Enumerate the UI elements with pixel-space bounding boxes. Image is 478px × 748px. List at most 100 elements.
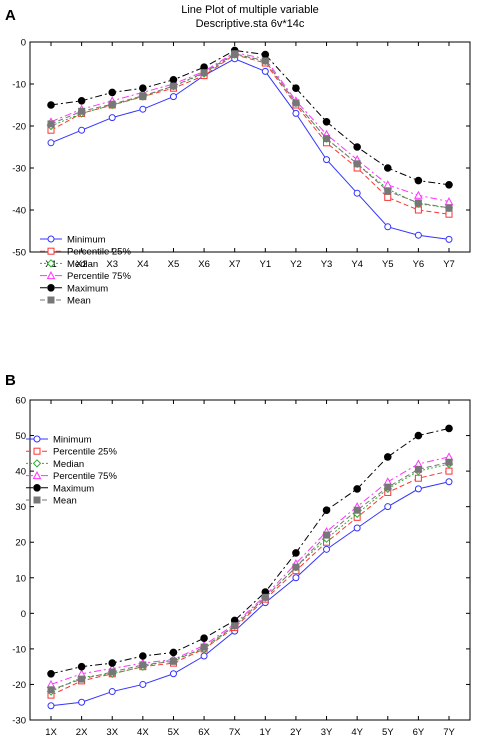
x-tick-label: X6 [198, 259, 210, 270]
y-tick-label: 20 [15, 538, 26, 549]
data-point [445, 424, 453, 433]
legend-marker [33, 447, 41, 455]
data-point [353, 485, 361, 493]
y-tick-label: -30 [12, 164, 26, 175]
data-point [323, 531, 331, 539]
data-point [108, 114, 116, 122]
data-point [108, 688, 116, 696]
data-point [445, 478, 453, 486]
x-tick-label: 6X [198, 727, 210, 738]
series-mean [47, 458, 453, 694]
series-line [50, 54, 450, 209]
data-point [139, 661, 147, 669]
x-tick-label: 4X [137, 727, 149, 738]
data-point [414, 431, 423, 440]
x-tick-label: X5 [168, 259, 180, 270]
data-point [108, 668, 116, 676]
data-point [353, 189, 361, 197]
x-tick-label: 5X [168, 727, 180, 738]
x-tick-label: 7Y [443, 727, 455, 738]
data-point [78, 698, 86, 706]
plot-frame [29, 41, 471, 253]
data-point [169, 657, 177, 665]
data-point [231, 50, 239, 58]
data-point [139, 84, 147, 92]
data-point [384, 187, 392, 195]
y-tick-label: 60 [15, 396, 26, 407]
x-tick-label: Y1 [259, 259, 271, 270]
data-point [47, 702, 55, 710]
legend-marker [33, 484, 41, 492]
data-point [292, 574, 300, 582]
data-point [169, 76, 178, 84]
data-point [261, 67, 269, 75]
series-line [50, 481, 450, 707]
x-tick-label: X3 [106, 259, 118, 270]
data-point [108, 100, 116, 108]
data-point [200, 634, 208, 643]
x-tick-label: X7 [229, 259, 241, 270]
series-percentile-75- [46, 47, 454, 206]
x-tick-label: X4 [137, 259, 149, 270]
legend-label: Percentile 25% [67, 247, 131, 258]
legend-label: Minimum [67, 235, 106, 246]
y-tick-label: -40 [12, 206, 26, 217]
data-point [200, 643, 208, 651]
data-point [200, 652, 208, 660]
legend-label: Percentile 75% [67, 271, 131, 282]
legend-label: Maximum [67, 283, 108, 294]
series-line [50, 51, 450, 203]
x-tick-label: Y4 [351, 259, 363, 270]
panel-label: A [5, 7, 16, 24]
legend-label: Mean [53, 496, 77, 507]
data-point [169, 670, 177, 678]
data-point [47, 101, 55, 109]
chart-panel-b: B 60 50 40 30 20 10 0 -10 -20 -30 1X 2X 3X 4X 5X 6X 7X 1Y 2… [5, 372, 471, 738]
data-point [200, 69, 208, 77]
data-point [139, 105, 147, 113]
data-point [77, 97, 86, 105]
x-tick-label: 1X [45, 727, 57, 738]
legend-label: Percentile 75% [53, 471, 117, 482]
series-minimum [47, 55, 453, 243]
data-point [353, 143, 361, 151]
data-point [292, 99, 300, 107]
data-point [384, 193, 392, 201]
data-point [445, 235, 453, 243]
data-point [323, 156, 331, 164]
data-point [414, 485, 422, 493]
data-point [47, 686, 55, 694]
panel-label: B [5, 372, 16, 389]
data-point [169, 82, 177, 90]
data-point [169, 648, 178, 657]
data-point [445, 204, 453, 212]
y-tick-label: -30 [12, 716, 26, 727]
data-point [445, 458, 453, 466]
x-tick-label: 2X [76, 727, 88, 738]
series-mean [47, 50, 453, 212]
y-tick-label: 0 [21, 38, 26, 49]
series-percentile-75- [46, 452, 454, 688]
legend-label: Median [67, 259, 98, 270]
data-point [139, 680, 147, 688]
series-line [50, 53, 450, 209]
data-point [292, 549, 300, 557]
data-point [322, 506, 331, 515]
data-point [78, 107, 86, 115]
series-maximum [47, 424, 453, 678]
legend-label: Minimum [53, 435, 92, 446]
legend-marker [32, 471, 42, 480]
chart-subtitle: Descriptive.sta 6v*14c [196, 18, 305, 30]
y-tick-label: -20 [12, 122, 26, 133]
y-tick-label: -50 [12, 248, 26, 259]
x-tick-label: X2 [76, 259, 88, 270]
data-point [322, 118, 331, 126]
legend-marker [32, 459, 42, 468]
data-point [353, 506, 361, 514]
data-point [384, 483, 392, 491]
legend-marker [33, 496, 41, 504]
legend-label: Maximum [53, 483, 94, 494]
data-point [139, 92, 147, 100]
data-point [169, 93, 177, 101]
